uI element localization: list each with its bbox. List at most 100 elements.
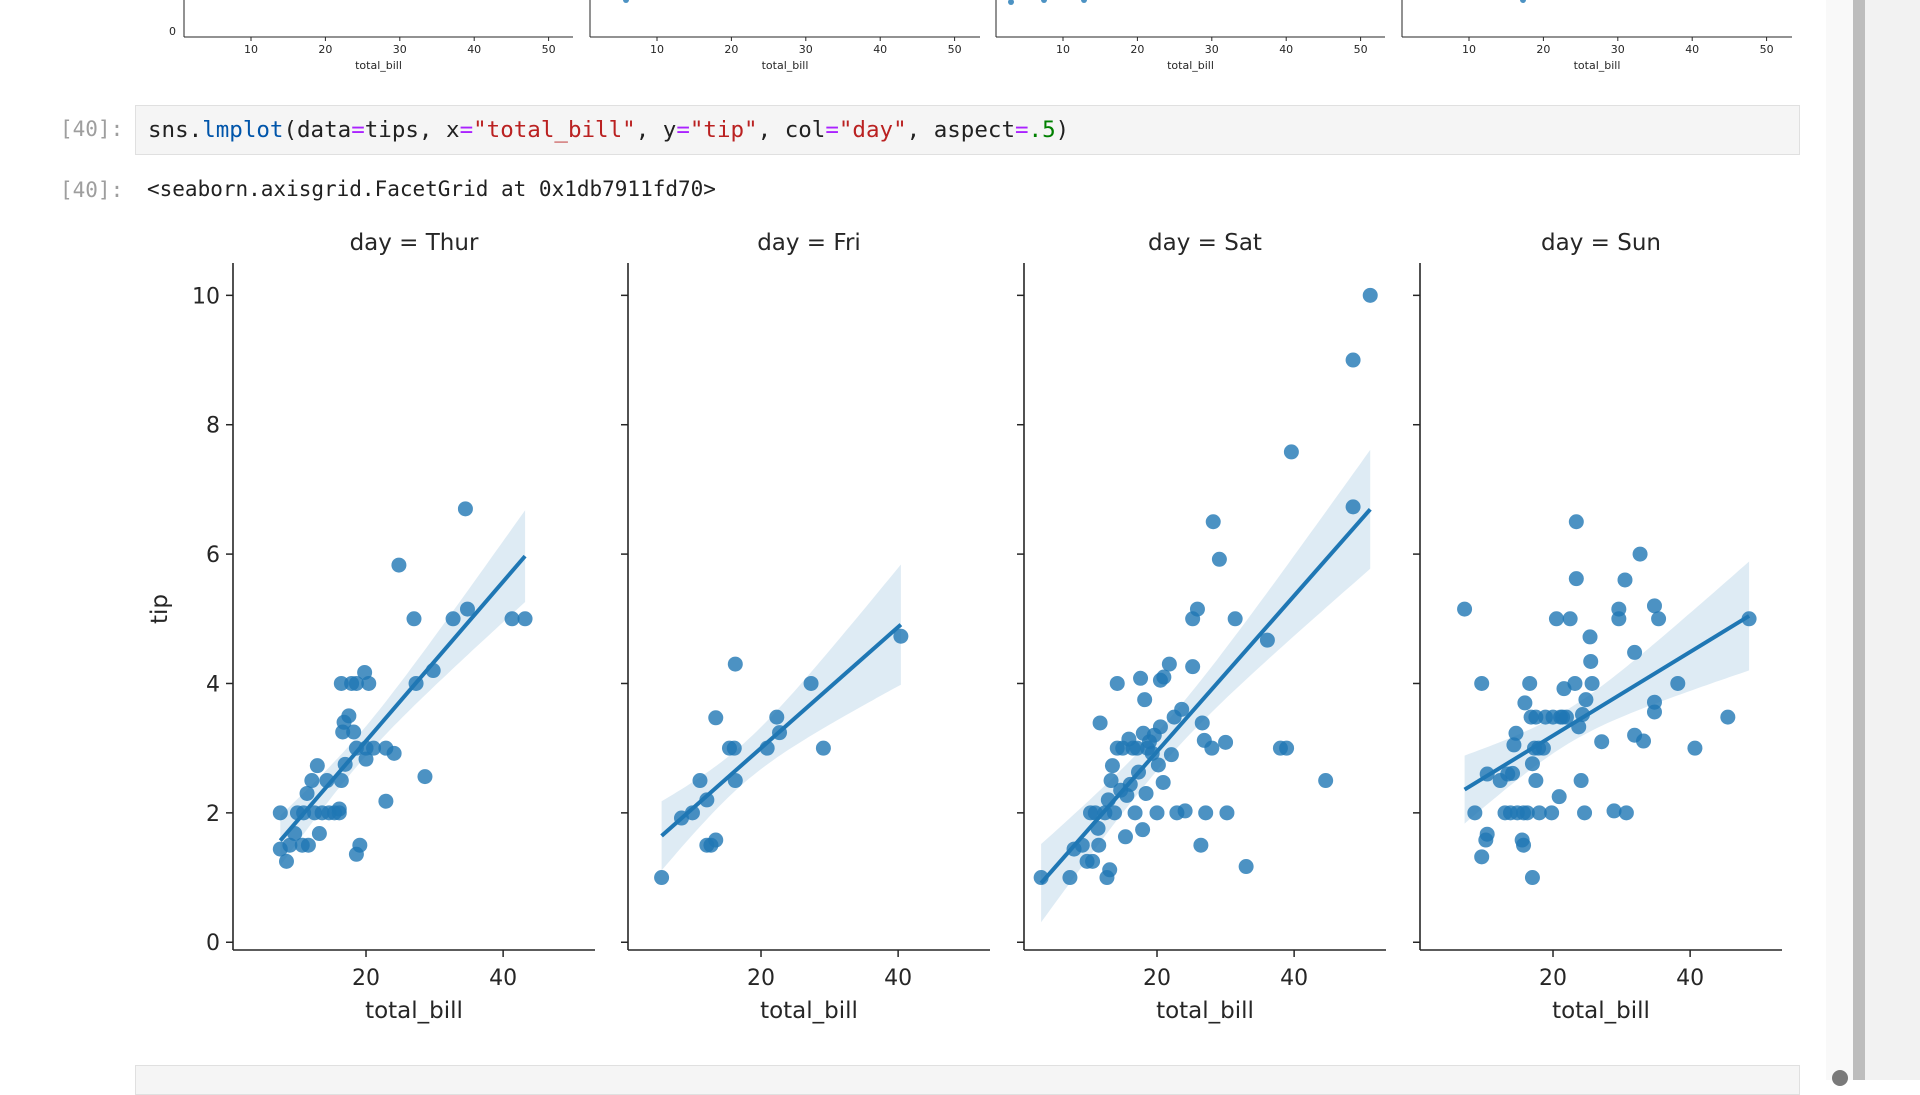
data-point <box>1578 692 1594 708</box>
x-tick-label: 50 <box>948 43 962 56</box>
confidence-band <box>1464 561 1750 824</box>
code-token: = <box>825 117 839 143</box>
x-axis-label: total_bill <box>1167 59 1214 72</box>
data-point <box>815 740 831 756</box>
data-point <box>1617 572 1633 588</box>
data-point <box>1562 611 1578 627</box>
data-point <box>309 758 325 774</box>
data-point <box>1150 757 1166 773</box>
code-token: sns. <box>148 117 203 143</box>
data-point <box>1345 352 1361 368</box>
data-point <box>1152 719 1168 735</box>
data-point <box>1211 551 1227 567</box>
data-point <box>341 708 357 724</box>
data-point <box>1205 514 1221 530</box>
data-point <box>1238 859 1254 875</box>
data-point <box>1129 740 1145 756</box>
x-tick-label: 20 <box>1539 966 1567 991</box>
data-point <box>300 837 316 853</box>
code-token: (data <box>283 117 352 143</box>
facet-daythur: 0 2 4 6 8 10 20 40 total_bill day = Thur tip <box>147 230 595 1024</box>
previous-data-point <box>623 0 629 3</box>
previous-facet-axes: 10 20 30 40 50 total_bill <box>1401 0 1792 72</box>
vertical-scrollbar[interactable] <box>1853 0 1865 1080</box>
data-point <box>1606 803 1622 819</box>
code-token: , y <box>635 117 677 143</box>
x-tick-label: 40 <box>489 966 517 991</box>
data-point <box>1189 601 1205 617</box>
data-point <box>1259 632 1275 648</box>
data-point <box>1156 669 1172 685</box>
x-tick-label: 10 <box>1462 43 1476 56</box>
data-point <box>684 805 700 821</box>
facet-dayfri: 20 40 total_bill day = Fri <box>621 230 990 1024</box>
data-point <box>1149 805 1165 821</box>
x-tick-label: 40 <box>467 43 481 56</box>
y-tick-label: 6 <box>206 543 220 568</box>
data-point <box>1548 611 1564 627</box>
data-point <box>1505 765 1521 781</box>
data-point <box>1362 287 1378 303</box>
data-point <box>1161 656 1177 672</box>
data-point <box>1517 695 1533 711</box>
x-tick-label: 10 <box>1056 43 1070 56</box>
x-axis-label: total_bill <box>365 998 463 1024</box>
data-point <box>1144 745 1160 761</box>
data-point <box>1117 829 1133 845</box>
data-point <box>272 805 288 821</box>
x-tick-label: 40 <box>1279 43 1293 56</box>
code-editor[interactable]: sns.lmplot(data=tips, x="total_bill", y=… <box>148 117 1069 143</box>
data-point <box>1524 870 1540 886</box>
x-axis-label: total_bill <box>762 59 809 72</box>
data-point <box>1544 805 1560 821</box>
data-point <box>1611 601 1627 617</box>
data-point <box>504 611 520 627</box>
facet-title: day = Fri <box>757 230 861 256</box>
code-token: , aspect <box>906 117 1015 143</box>
data-point <box>358 751 374 767</box>
data-point <box>1163 747 1179 763</box>
previous-data-point <box>1520 0 1526 3</box>
data-point <box>727 656 743 672</box>
data-point <box>1091 837 1107 853</box>
y-tick-label: 10 <box>192 284 220 309</box>
data-point <box>1092 715 1108 731</box>
code-token: = <box>676 117 690 143</box>
code-cell[interactable]: sns.lmplot(data=tips, x="total_bill", y=… <box>135 105 1800 155</box>
x-tick-label: 30 <box>1205 43 1219 56</box>
data-point <box>1104 758 1120 774</box>
x-tick-label: 20 <box>352 966 380 991</box>
x-tick-label: 50 <box>542 43 556 56</box>
data-point <box>1193 837 1209 853</box>
data-point <box>1519 805 1535 821</box>
confidence-band <box>1041 449 1371 923</box>
code-token: tips, x <box>364 117 460 143</box>
y-tick-label: 8 <box>206 414 220 439</box>
data-point <box>1283 444 1299 460</box>
data-point <box>726 740 742 756</box>
facet-title: day = Sun <box>1541 230 1661 256</box>
facet-title: day = Thur <box>350 230 479 256</box>
data-point <box>1618 805 1634 821</box>
code-token: .5 <box>1028 117 1056 143</box>
data-point <box>1279 740 1295 756</box>
x-axis-label: total_bill <box>355 59 402 72</box>
x-tick-label: 20 <box>318 43 332 56</box>
data-point <box>457 501 473 517</box>
data-point <box>1632 546 1648 562</box>
x-tick-label: 20 <box>724 43 738 56</box>
data-point <box>366 740 382 756</box>
facet-title: day = Sat <box>1148 230 1262 256</box>
data-point <box>299 785 315 801</box>
data-point <box>1133 670 1149 686</box>
data-point <box>1670 675 1686 691</box>
x-tick-label: 40 <box>873 43 887 56</box>
data-point <box>1174 701 1190 717</box>
data-point <box>1062 870 1078 886</box>
y-axis-label: tip <box>147 594 173 624</box>
y-tick-label: 4 <box>206 672 220 697</box>
output-prompt: [40]: <box>60 178 124 202</box>
data-point <box>1467 805 1483 821</box>
x-axis-label: total_bill <box>760 998 858 1024</box>
input-prompt: [40]: <box>60 117 124 141</box>
